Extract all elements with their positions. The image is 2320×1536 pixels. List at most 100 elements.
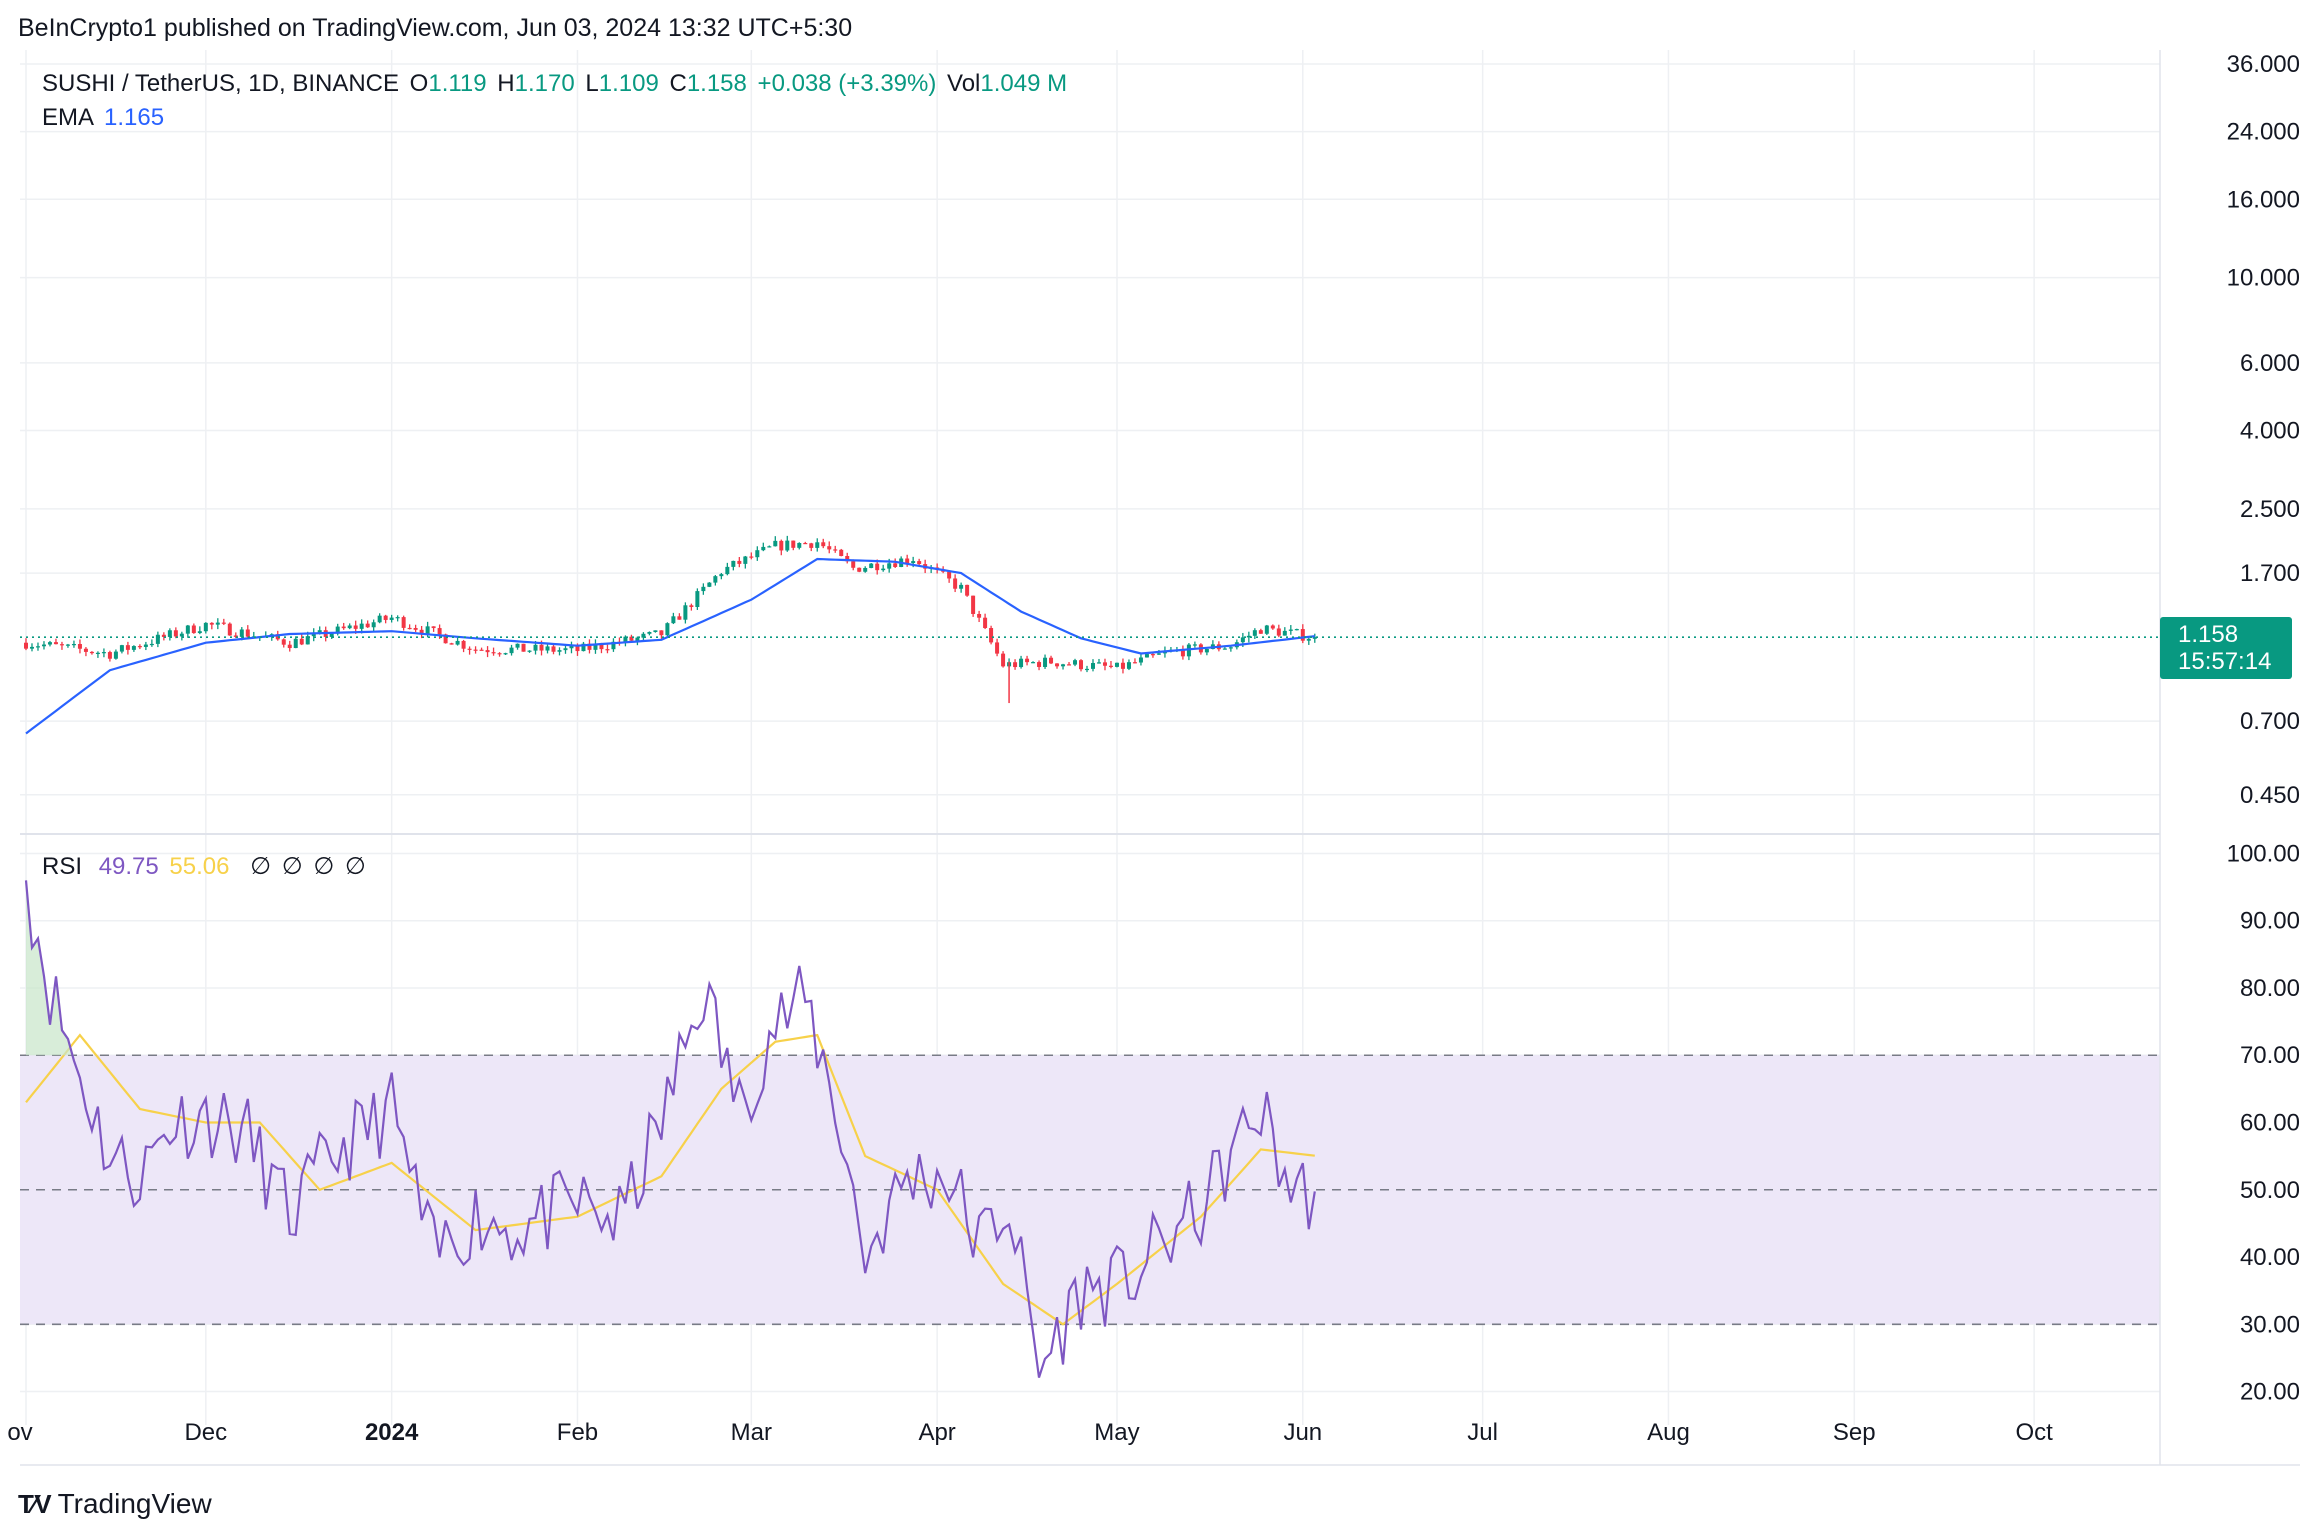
price-candle xyxy=(677,613,682,620)
price-candle xyxy=(1300,624,1305,644)
price-candle xyxy=(785,535,790,552)
price-candle xyxy=(1138,654,1143,666)
price-candle xyxy=(1264,624,1269,635)
price-candle xyxy=(149,639,154,647)
price-candle xyxy=(293,636,298,649)
price-candle xyxy=(1312,633,1317,643)
price-candle xyxy=(527,650,532,653)
price-candle xyxy=(1192,641,1197,648)
price-candle xyxy=(1085,665,1090,673)
high-value: 1.170 xyxy=(514,70,575,97)
time-tick-label: Dec xyxy=(184,1419,227,1446)
price-candle xyxy=(665,622,670,637)
price-candle xyxy=(611,638,616,652)
vol-value: 1.049 M xyxy=(980,70,1068,97)
rsi-tick-label: 20.00 xyxy=(2240,1379,2300,1406)
price-candle xyxy=(383,614,388,624)
price-candle xyxy=(233,632,238,639)
price-candle xyxy=(563,645,568,654)
price-candle xyxy=(521,643,526,652)
price-candle xyxy=(515,643,520,650)
price-candle xyxy=(113,649,118,660)
price-candle xyxy=(341,622,346,630)
price-candle xyxy=(965,584,970,597)
rsi-tick-label: 100.00 xyxy=(2227,840,2300,867)
price-candle xyxy=(833,545,838,553)
close-value: 1.158 xyxy=(686,70,747,97)
vol-label: Vol xyxy=(947,70,981,97)
price-candle xyxy=(821,538,826,549)
price-candle xyxy=(497,652,502,657)
price-candle xyxy=(95,651,100,658)
price-candle xyxy=(1067,662,1072,666)
price-candle xyxy=(893,558,898,569)
low-label: L xyxy=(585,70,599,97)
price-candle xyxy=(587,639,592,654)
time-tick-label: 2024 xyxy=(365,1419,419,1446)
price-candle xyxy=(461,639,466,653)
price-candle xyxy=(869,562,874,569)
price-candle xyxy=(299,634,304,646)
price-candle xyxy=(287,640,292,652)
rsi-tick-label: 60.00 xyxy=(2240,1110,2300,1137)
price-candle xyxy=(509,644,514,656)
price-candles xyxy=(23,535,1317,704)
close-label: C xyxy=(669,70,687,97)
price-candle xyxy=(815,538,820,552)
rsi-tick-label: 40.00 xyxy=(2240,1244,2300,1271)
bar-countdown: 15:57:14 xyxy=(2178,648,2272,676)
price-candle xyxy=(1294,628,1299,631)
price-candle xyxy=(395,615,400,622)
price-candle xyxy=(245,625,250,638)
price-candle xyxy=(809,542,814,552)
price-candle xyxy=(1037,660,1042,671)
price-candle xyxy=(311,628,316,642)
price-candle xyxy=(467,646,472,655)
price-candle xyxy=(185,624,190,638)
price-candle xyxy=(671,612,676,625)
price-candle xyxy=(65,643,70,648)
price-candle xyxy=(1258,628,1263,634)
price-candle xyxy=(377,613,382,624)
price-candle xyxy=(35,642,40,651)
rsi-label[interactable]: RSI xyxy=(42,853,83,880)
price-candle xyxy=(281,638,286,648)
tradingview-brand[interactable]: T⁄V TradingView xyxy=(18,1488,212,1520)
price-candle xyxy=(29,643,34,652)
price-candle xyxy=(1079,659,1084,672)
low-value: 1.109 xyxy=(598,70,659,97)
price-candle xyxy=(203,622,208,634)
rsi-legend: RSI 49.75 55.06 ∅ ∅ ∅ ∅ xyxy=(36,852,370,881)
price-candle xyxy=(569,641,574,654)
price-candle xyxy=(773,536,778,547)
price-candle xyxy=(89,651,94,655)
rsi-tick-label: 30.00 xyxy=(2240,1311,2300,1338)
last-price-value: 1.158 xyxy=(2178,621,2239,649)
price-candle xyxy=(653,630,658,633)
price-candle xyxy=(101,648,106,658)
ema-label[interactable]: EMA xyxy=(42,104,95,131)
price-candle xyxy=(1025,655,1030,666)
price-candle xyxy=(389,614,394,623)
price-candle xyxy=(227,622,232,636)
price-candle xyxy=(431,626,436,632)
symbol-label[interactable]: SUSHI / TetherUS, 1D, BINANCE xyxy=(42,70,399,97)
price-candle xyxy=(791,540,796,551)
price-candle xyxy=(1043,654,1048,669)
price-candle xyxy=(125,641,130,655)
time-tick-label: ov xyxy=(7,1419,32,1446)
price-candle xyxy=(593,639,598,654)
price-candle xyxy=(143,641,148,651)
price-candle xyxy=(1120,658,1125,674)
price-candle xyxy=(917,558,922,566)
price-candle xyxy=(1090,659,1095,672)
change-value: +0.038 (+3.39%) xyxy=(757,70,937,97)
price-candle xyxy=(1180,645,1185,660)
price-tick-label: 6.000 xyxy=(2240,350,2300,377)
price-candle xyxy=(1031,661,1036,664)
time-tick-label: Jul xyxy=(1467,1419,1498,1446)
rsi-axis: 100.00 90.00 80.00 70.00 60.00 50.00 40.00 30.0… xyxy=(2227,840,2300,1405)
price-candle xyxy=(779,539,784,556)
price-candle xyxy=(47,640,52,647)
